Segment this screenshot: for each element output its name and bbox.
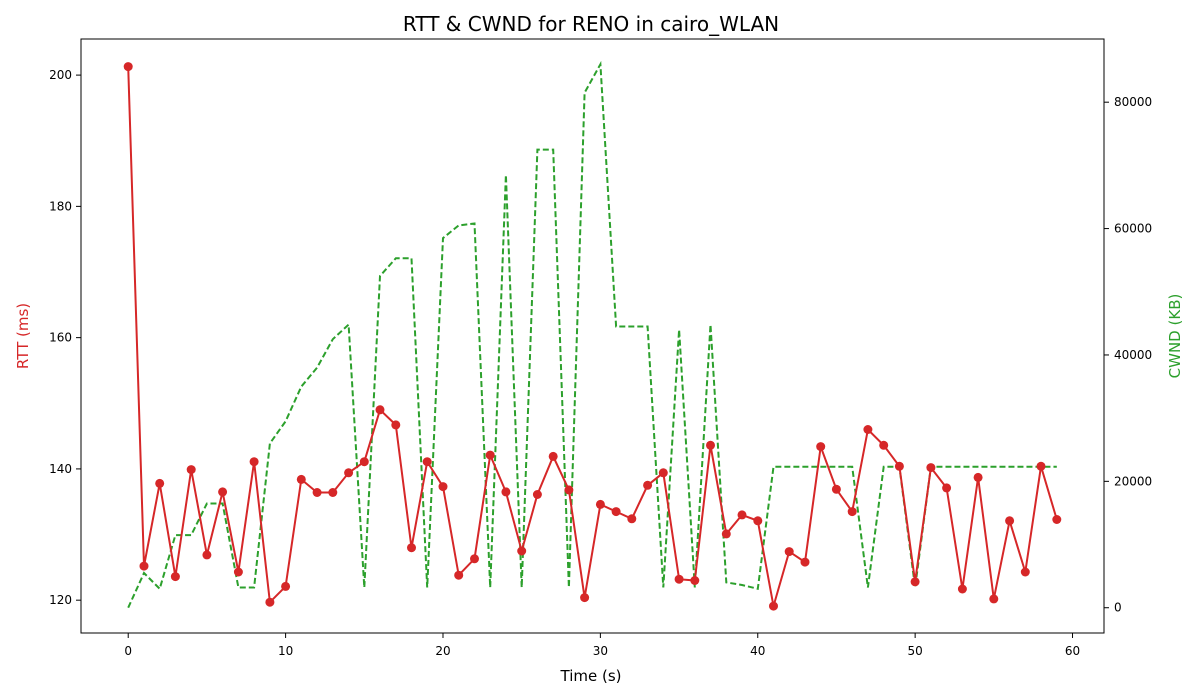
- x-tick-label: 60: [1065, 644, 1080, 658]
- rtt-point: [879, 440, 889, 450]
- y-right-tick-label: 20000: [1114, 474, 1152, 488]
- rtt-point: [139, 561, 149, 571]
- rtt-point: [1005, 516, 1015, 526]
- rtt-point: [1020, 567, 1030, 577]
- rtt-point: [218, 487, 228, 497]
- rtt-point: [611, 507, 621, 517]
- rtt-point: [706, 440, 715, 450]
- x-tick-label: 40: [750, 644, 765, 658]
- rtt-point: [863, 425, 873, 434]
- rtt-point: [422, 457, 432, 467]
- rtt-point: [564, 485, 574, 495]
- rtt-point: [470, 554, 479, 564]
- y-left-tick-label: 200: [49, 68, 72, 82]
- rtt-point: [312, 488, 322, 497]
- rtt-point: [721, 529, 731, 539]
- rtt-point: [769, 601, 778, 611]
- rtt-point: [501, 487, 511, 497]
- y-right-tick-label: 40000: [1114, 348, 1152, 362]
- y-left-tick-label: 180: [49, 199, 72, 213]
- rtt-point: [942, 483, 952, 493]
- cwnd-series: [127, 60, 1057, 609]
- rtt-point: [170, 572, 180, 582]
- rtt-point: [674, 574, 684, 584]
- y-left-tick-label: 160: [49, 331, 72, 345]
- rtt-point: [328, 488, 338, 497]
- x-tick-label: 20: [435, 644, 450, 658]
- y-left-tick-label: 120: [49, 593, 72, 607]
- x-axis-label: Time (s): [560, 667, 622, 685]
- rtt-point: [281, 581, 291, 591]
- rtt-series: [123, 62, 1062, 611]
- rtt-point: [454, 570, 464, 580]
- x-tick-label: 50: [907, 644, 922, 658]
- rtt-point: [485, 450, 495, 460]
- y-axis-right: 0 20000 40000 60000 80000: [1104, 95, 1152, 615]
- rtt-point: [123, 62, 133, 72]
- x-tick-label: 0: [124, 644, 132, 658]
- y-right-tick-label: 0: [1114, 601, 1122, 615]
- rtt-point: [296, 474, 306, 484]
- rtt-point: [784, 547, 794, 557]
- rtt-point: [186, 465, 196, 475]
- rtt-point: [737, 510, 747, 520]
- x-tick-label: 10: [278, 644, 293, 658]
- rtt-point: [989, 594, 999, 604]
- y-right-tick-label: 60000: [1114, 222, 1152, 236]
- y-axis-left-label: RTT (ms): [14, 303, 32, 369]
- rtt-point: [517, 546, 527, 556]
- y-right-tick-label: 80000: [1114, 95, 1152, 109]
- rtt-point: [894, 461, 904, 471]
- rtt-point: [1036, 461, 1046, 471]
- rtt-point: [595, 499, 605, 509]
- plot-frame: [80, 38, 1105, 634]
- rtt-point: [407, 543, 416, 553]
- rtt-point: [548, 451, 558, 461]
- y-left-tick-label: 140: [49, 462, 72, 476]
- rtt-point: [643, 480, 653, 490]
- rtt-point: [391, 420, 401, 430]
- rtt-point: [658, 468, 668, 478]
- y-axis-right-label: CWND (KB): [1166, 294, 1184, 379]
- rtt-point: [926, 463, 936, 473]
- rtt-point: [816, 442, 826, 452]
- rtt-point: [831, 484, 841, 494]
- rtt-point: [580, 593, 590, 603]
- rtt-point: [627, 514, 637, 524]
- rtt-point: [910, 577, 920, 587]
- rtt-point: [800, 557, 810, 567]
- rtt-point: [202, 550, 212, 560]
- rtt-point: [690, 576, 700, 585]
- rtt-point: [359, 457, 369, 467]
- rtt-point: [1052, 515, 1062, 524]
- rtt-point: [532, 490, 542, 499]
- rtt-point: [973, 472, 983, 482]
- rtt-point: [438, 482, 448, 492]
- x-axis: 0 10 20 30 40 50 60: [124, 633, 1080, 658]
- rtt-point: [344, 468, 354, 478]
- x-tick-label: 30: [593, 644, 608, 658]
- rtt-point: [265, 597, 275, 607]
- rtt-point: [233, 567, 243, 577]
- rtt-point: [847, 507, 857, 517]
- rtt-point: [375, 405, 385, 415]
- y-axis-left: 120 140 160 180 200: [49, 68, 81, 607]
- rtt-line: [127, 66, 1058, 607]
- rtt-point: [155, 478, 165, 488]
- chart-title: RTT & CWND for RENO in cairo_WLAN: [403, 12, 779, 36]
- cwnd-line: [127, 60, 1057, 609]
- rtt-point: [249, 457, 259, 467]
- rtt-point: [753, 516, 763, 526]
- rtt-point: [957, 584, 967, 594]
